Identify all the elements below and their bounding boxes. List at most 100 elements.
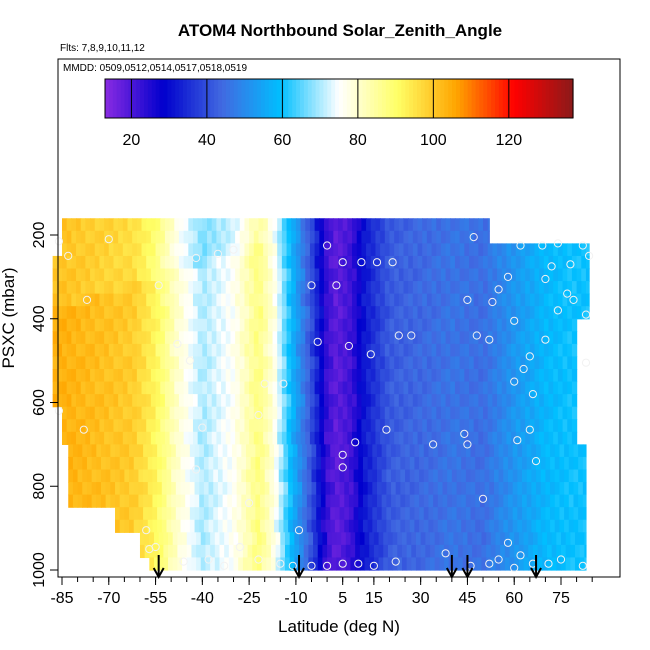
heat-cell <box>94 394 101 408</box>
heat-cell <box>333 381 339 395</box>
heat-cell <box>522 456 528 471</box>
heat-cell <box>66 230 72 244</box>
heat-cell <box>543 419 550 433</box>
heat-cell <box>423 482 430 496</box>
observation-point <box>510 563 519 573</box>
heat-cell <box>244 293 250 307</box>
heat-cell <box>235 306 241 320</box>
heat-cell <box>469 356 475 370</box>
heat-cell <box>104 431 110 445</box>
heat-cell <box>267 255 274 270</box>
heat-cell <box>423 469 430 483</box>
heat-cell <box>320 444 327 458</box>
heat-cell <box>230 293 236 307</box>
heat-cell <box>464 268 470 282</box>
heat-cell <box>512 482 518 496</box>
heat-cell <box>295 230 302 244</box>
heat-cell <box>244 419 250 433</box>
heat-cell <box>456 519 462 533</box>
heat-cell <box>330 482 336 496</box>
heat-cell <box>160 255 166 270</box>
heat-cell <box>426 230 433 244</box>
heat-cell <box>394 343 400 358</box>
heat-cell <box>356 255 362 270</box>
heat-cell <box>562 306 568 320</box>
heat-cell <box>372 507 378 521</box>
observation-point <box>142 526 151 535</box>
heat-cell <box>239 369 246 383</box>
heat-cell <box>267 394 274 408</box>
heat-cell <box>412 243 419 257</box>
heat-cell <box>419 519 425 533</box>
heat-cell <box>291 318 297 332</box>
heat-cell <box>345 544 352 559</box>
heat-cell <box>188 306 194 320</box>
heat-cell <box>260 507 266 521</box>
colorbar-segment <box>428 79 434 118</box>
heat-cell <box>247 532 253 546</box>
heat-cell <box>152 519 158 533</box>
heat-cell <box>529 293 536 307</box>
heat-cell <box>94 293 101 307</box>
heat-cell <box>258 431 264 445</box>
heat-cell <box>440 243 447 257</box>
heat-cell <box>295 318 302 332</box>
heat-cell <box>255 507 261 521</box>
heat-cell <box>129 519 135 533</box>
heat-cell <box>207 230 213 244</box>
heat-cell <box>94 431 101 445</box>
heat-cell <box>573 456 579 471</box>
heat-cell <box>526 494 532 508</box>
heat-cell <box>188 318 194 332</box>
observation-point <box>525 425 534 434</box>
heat-cell <box>333 394 339 408</box>
heat-cell <box>334 507 341 521</box>
heat-cell <box>570 557 576 571</box>
heat-cell <box>295 394 302 408</box>
observation-point <box>213 249 222 258</box>
heat-cell <box>62 356 68 370</box>
heat-cell <box>202 381 208 395</box>
heat-cell <box>408 369 414 383</box>
heat-cell <box>456 494 462 508</box>
heat-cell <box>225 406 232 420</box>
heat-cell <box>147 469 154 483</box>
heat-cell <box>99 255 105 270</box>
heat-cell <box>277 218 283 232</box>
heat-cell <box>76 381 82 395</box>
heat-cell <box>483 281 489 295</box>
heat-cell <box>431 431 437 445</box>
heat-cell <box>487 255 493 270</box>
heat-cell <box>483 306 489 320</box>
heat-cell <box>529 343 536 358</box>
heat-cell <box>436 356 442 370</box>
heat-cell <box>546 557 553 571</box>
heat-cell <box>213 482 219 496</box>
heat-cell <box>309 356 316 370</box>
heat-cell <box>473 419 479 433</box>
x-tick-label: -25 <box>238 590 261 607</box>
heat-cell <box>300 394 306 408</box>
heat-cell <box>146 293 152 307</box>
heat-cell <box>157 507 163 521</box>
heat-cell <box>127 255 133 270</box>
heat-cell <box>328 369 334 383</box>
heat-cell <box>459 318 465 332</box>
heat-cell <box>260 444 266 458</box>
heat-cell <box>501 406 508 420</box>
heat-cell <box>258 381 264 395</box>
heat-cell <box>217 482 224 496</box>
heat-cell <box>338 406 344 420</box>
heat-cell <box>550 507 556 521</box>
heat-cell <box>422 243 428 257</box>
colorbar-segment <box>342 79 348 118</box>
heat-cell <box>375 369 381 383</box>
heat-cell <box>336 544 342 559</box>
heat-cell <box>450 243 456 257</box>
heat-cell <box>305 331 311 345</box>
heat-cell <box>146 268 152 282</box>
observation-point <box>173 339 182 348</box>
heat-cell <box>269 456 275 471</box>
heat-cell <box>511 331 517 345</box>
heat-cell <box>200 544 207 559</box>
